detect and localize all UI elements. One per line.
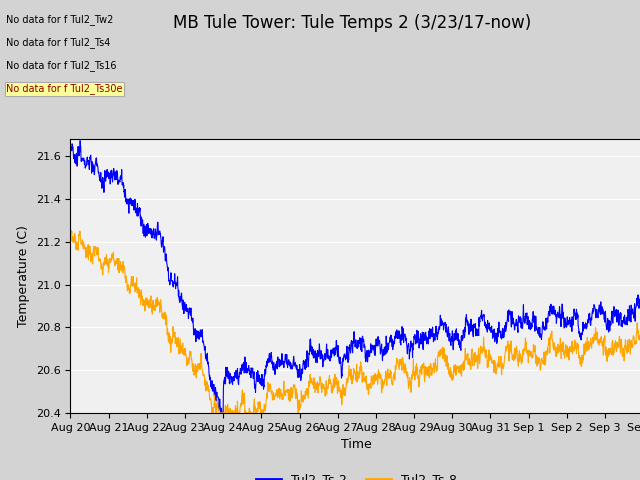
Tul2_Ts-8 — [623, 350, 631, 356]
Tul2_Ts-2 — [67, 146, 74, 152]
Tul2_Ts-2 — [96, 178, 104, 183]
Line: Tul2_Ts-8: Tul2_Ts-8 — [70, 230, 640, 413]
Tul2_Ts-8 — [67, 232, 74, 238]
Tul2_Ts-8 — [518, 360, 526, 365]
Tul2_Ts-2 — [623, 322, 631, 328]
Tul2_Ts-8 — [623, 345, 630, 351]
Text: No data for f Tul2_Ts16: No data for f Tul2_Ts16 — [6, 60, 117, 72]
Tul2_Ts-8 — [346, 371, 353, 377]
Tul2_Ts-8 — [67, 228, 75, 233]
Y-axis label: Temperature (C): Temperature (C) — [17, 225, 30, 327]
X-axis label: Time: Time — [341, 438, 372, 451]
Tul2_Ts-2 — [518, 325, 526, 331]
Tul2_Ts-2 — [76, 138, 84, 144]
Text: No data for f Tul2_Tw2: No data for f Tul2_Tw2 — [6, 14, 114, 25]
Text: MB Tule Tower: Tule Temps 2 (3/23/17-now): MB Tule Tower: Tule Temps 2 (3/23/17-now… — [173, 14, 531, 33]
Text: No data for f Tul2_Ts4: No data for f Tul2_Ts4 — [6, 37, 111, 48]
Text: No data for f Tul2_Ts30e: No data for f Tul2_Ts30e — [6, 84, 123, 95]
Tul2_Ts-2 — [330, 353, 338, 359]
Tul2_Ts-8 — [208, 410, 216, 416]
Tul2_Ts-2 — [623, 318, 630, 324]
Line: Tul2_Ts-2: Tul2_Ts-2 — [70, 141, 640, 413]
Tul2_Ts-2 — [346, 342, 353, 348]
Tul2_Ts-8 — [639, 342, 640, 348]
Tul2_Ts-8 — [96, 258, 104, 264]
Legend: Tul2_Ts-2, Tul2_Ts-8: Tul2_Ts-2, Tul2_Ts-8 — [252, 468, 462, 480]
Tul2_Ts-2 — [639, 300, 640, 306]
Tul2_Ts-8 — [330, 381, 338, 387]
Tul2_Ts-2 — [217, 410, 225, 416]
